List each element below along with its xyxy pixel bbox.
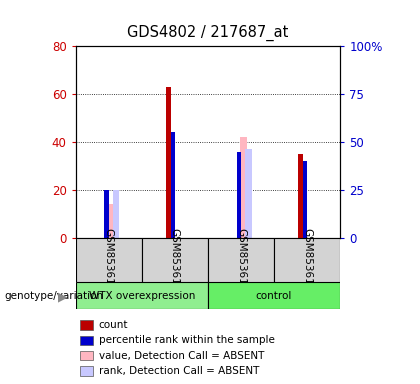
Bar xyxy=(171,132,175,238)
Bar xyxy=(298,154,303,238)
Bar xyxy=(208,238,274,282)
Text: GSM853613: GSM853613 xyxy=(170,228,180,292)
Bar xyxy=(166,87,171,238)
Bar xyxy=(303,161,307,238)
Bar xyxy=(76,238,142,282)
Bar xyxy=(208,282,340,309)
Text: value, Detection Call = ABSENT: value, Detection Call = ABSENT xyxy=(99,351,264,361)
Bar xyxy=(80,336,93,345)
Text: rank, Detection Call = ABSENT: rank, Detection Call = ABSENT xyxy=(99,366,259,376)
Text: percentile rank within the sample: percentile rank within the sample xyxy=(99,336,275,346)
Bar xyxy=(108,204,115,238)
Text: WTX overexpression: WTX overexpression xyxy=(89,291,195,301)
Bar xyxy=(80,320,93,330)
Text: ▶: ▶ xyxy=(58,290,68,303)
Text: GSM853611: GSM853611 xyxy=(104,228,114,292)
Bar xyxy=(142,238,208,282)
Text: control: control xyxy=(256,291,292,301)
Bar xyxy=(80,351,93,361)
Text: genotype/variation: genotype/variation xyxy=(4,291,103,301)
Bar xyxy=(80,366,93,376)
Text: GDS4802 / 217687_at: GDS4802 / 217687_at xyxy=(127,25,289,41)
Text: GSM853612: GSM853612 xyxy=(236,228,246,292)
Text: count: count xyxy=(99,320,128,330)
Text: GSM853614: GSM853614 xyxy=(302,228,312,292)
Bar xyxy=(245,149,252,238)
Bar xyxy=(113,190,119,238)
Bar xyxy=(237,152,241,238)
Bar xyxy=(274,238,340,282)
Bar xyxy=(76,282,208,309)
Bar xyxy=(105,190,109,238)
Bar xyxy=(240,137,247,238)
